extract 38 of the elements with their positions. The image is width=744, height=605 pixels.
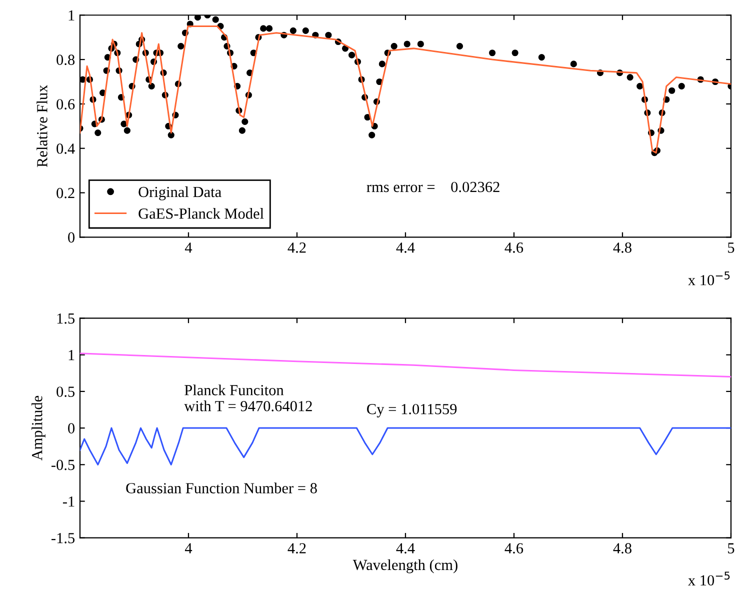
annotation: Planck Funciton with T = 9470.64012 — [184, 384, 312, 412]
annotation: Gaussian Function Number = 8 — [126, 482, 317, 494]
x-tick-label: 4 — [184, 242, 192, 253]
x-axis-title: Wavelength (cm) — [352, 559, 458, 574]
line-series — [80, 352, 731, 378]
y-tick-label: 0.8 — [56, 54, 75, 66]
y-tick-label: -1.5 — [52, 533, 75, 544]
annotation: rms error = 0.02362 — [366, 182, 500, 192]
x-tick-label: 4.4 — [396, 242, 415, 253]
x-tick-label: 4.2 — [288, 242, 306, 253]
y-tick-label: -1 — [62, 496, 74, 507]
x-tick-label: 4.6 — [504, 242, 524, 253]
legend-label: Original Data — [138, 186, 222, 200]
x-tick-label: 4.4 — [396, 543, 415, 554]
x-tick-label: 4.8 — [613, 543, 632, 554]
y-tick-label: 0 — [68, 423, 75, 434]
y-axis-title: Amplitude — [32, 396, 46, 461]
x-tick-label: 4.8 — [613, 242, 632, 253]
x-tick-label: 4 — [184, 543, 192, 554]
line-series — [80, 427, 731, 466]
y-tick-label: 0.5 — [56, 386, 75, 397]
text: x 10$^{−5}$ — [688, 572, 730, 586]
y-tick-label: 1 — [68, 10, 74, 20]
x-tick-label: 4.2 — [288, 543, 306, 554]
annotation: Cy = 1.011559 — [367, 404, 457, 418]
y-tick-label: 0.4 — [56, 143, 75, 154]
y-axis-title: Relative Flux — [36, 84, 48, 168]
text: x 10$^{−5}$ — [688, 272, 730, 286]
y-tick-label: -0.5 — [52, 460, 75, 470]
x-tick-label: 4.6 — [504, 543, 524, 554]
y-tick-label: 0.2 — [56, 188, 74, 198]
x-tick-label: 5 — [728, 543, 734, 554]
y-tick-label: 1.5 — [57, 313, 75, 324]
x-tick-label: 5 — [728, 242, 734, 253]
legend-label: GaES-Planck Model — [138, 208, 264, 219]
y-tick-label: 1 — [68, 350, 74, 360]
y-tick-label: 0.6 — [56, 99, 75, 110]
y-tick-label: 0 — [68, 232, 75, 243]
